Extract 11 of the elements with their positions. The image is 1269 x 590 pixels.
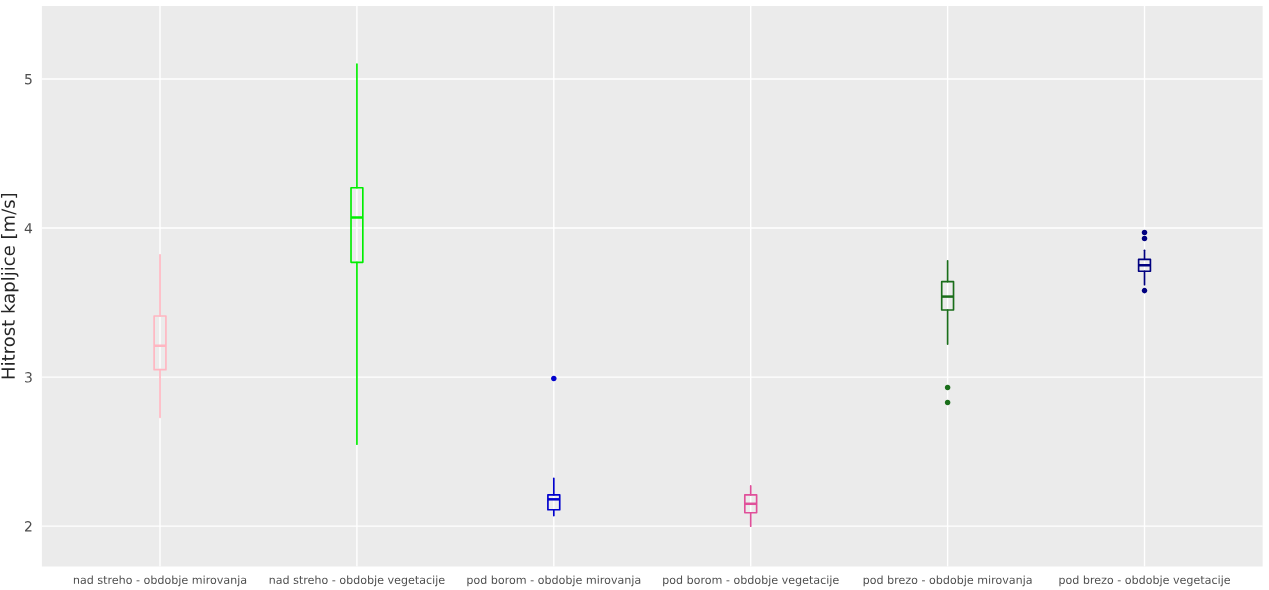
y-tick-label: 2 (25, 521, 32, 532)
y-axis-title: Hitrost kapljice [m/s] (0, 193, 19, 379)
x-tick-label: pod brezo - obdobje vegetacije (1059, 575, 1230, 587)
x-tick-label: nad streho - obdobje mirovanja (73, 575, 247, 587)
y-tick-label: 5 (25, 74, 32, 85)
x-tick-label: pod borom - obdobje mirovanja (467, 575, 641, 587)
x-tick-label: pod brezo - obdobje mirovanja (863, 575, 1032, 587)
x-tick-label: nad streho - obdobje vegetacije (269, 575, 445, 587)
x-tick-label: pod borom - obdobje vegetacije (663, 575, 839, 587)
y-tick-label: 4 (24, 223, 33, 234)
y-tick-label: 3 (25, 372, 32, 383)
